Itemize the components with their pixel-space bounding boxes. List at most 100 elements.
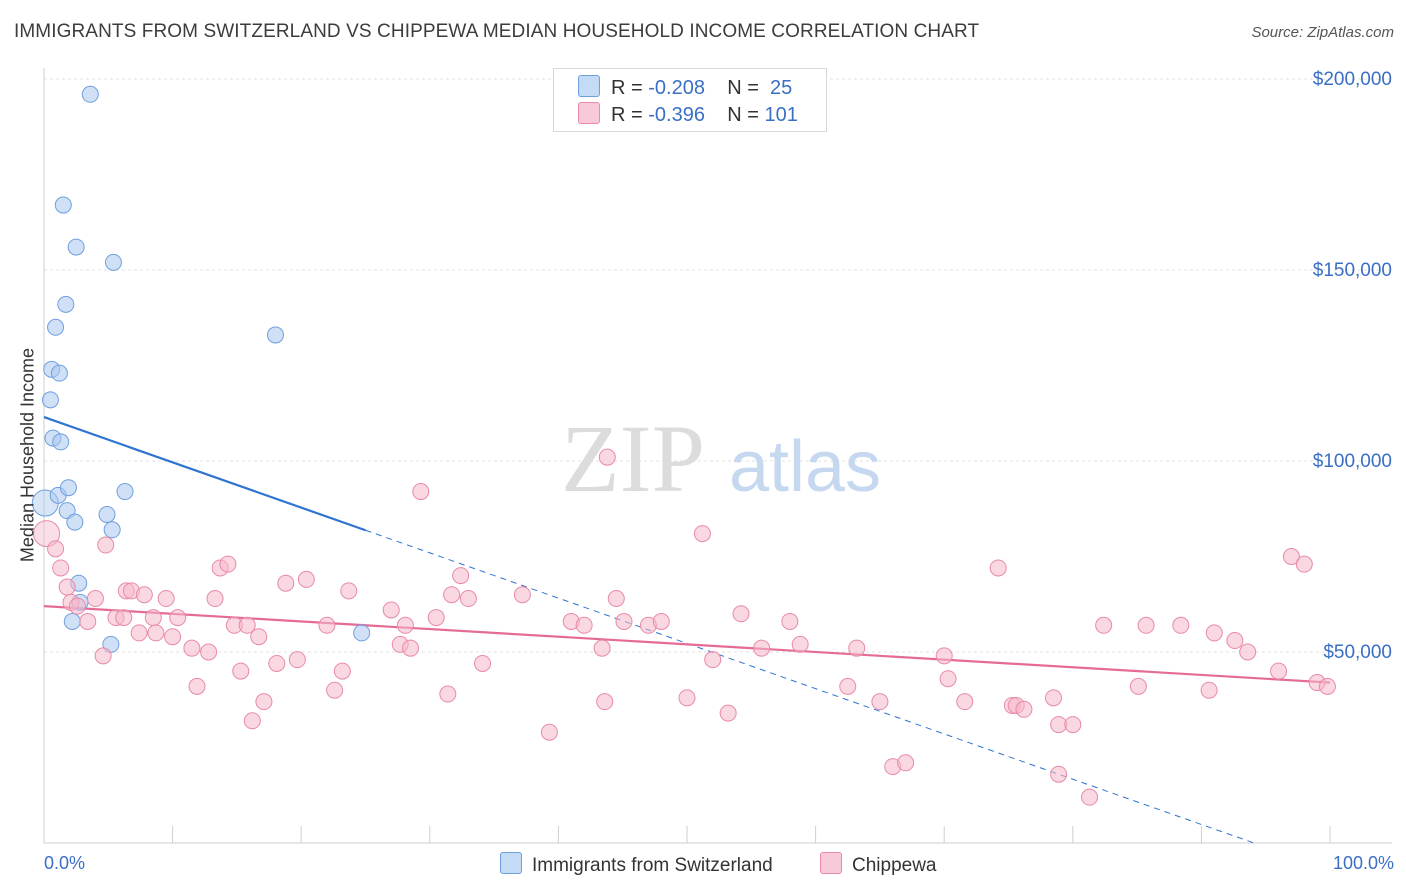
point-switzerland: [54, 196, 72, 214]
point-switzerland: [47, 318, 65, 336]
y-tick-label: $50,000: [1323, 642, 1392, 663]
point-chippewa: [607, 590, 625, 608]
point-chippewa: [443, 586, 461, 604]
point-chippewa: [94, 647, 112, 665]
point-chippewa: [232, 662, 250, 680]
point-chippewa: [1295, 555, 1313, 573]
point-switzerland: [52, 433, 70, 451]
legend-n-value: 101: [764, 104, 798, 126]
point-chippewa: [206, 590, 224, 608]
series-name: Chippewa: [852, 855, 937, 876]
point-switzerland: [59, 479, 77, 497]
point-switzerland: [266, 326, 284, 344]
point-chippewa: [396, 616, 414, 634]
point-switzerland: [63, 612, 81, 630]
point-chippewa: [848, 639, 866, 657]
bottom-legend-swatch-blue: [500, 852, 522, 874]
point-chippewa: [897, 754, 915, 772]
point-chippewa: [615, 612, 633, 630]
y-tick-label: $200,000: [1313, 69, 1392, 90]
legend-swatch-blue: [578, 75, 600, 97]
point-switzerland: [66, 513, 84, 531]
point-chippewa: [1064, 716, 1082, 734]
point-chippewa: [243, 712, 261, 730]
point-chippewa: [47, 540, 65, 558]
point-chippewa: [791, 635, 809, 653]
point-chippewa: [1205, 624, 1223, 642]
point-chippewa: [135, 586, 153, 604]
point-chippewa: [540, 723, 558, 741]
legend-row-switzerland: R = -0.208 N = 25: [578, 75, 792, 99]
point-chippewa: [1045, 689, 1063, 707]
chart-title: IMMIGRANTS FROM SWITZERLAND VS CHIPPEWA …: [14, 21, 980, 42]
point-chippewa: [1318, 677, 1336, 695]
point-chippewa: [183, 639, 201, 657]
point-chippewa: [704, 651, 722, 669]
point-chippewa: [144, 609, 162, 627]
point-chippewa: [412, 483, 430, 501]
point-chippewa: [459, 590, 477, 608]
series-name: Immigrants from Switzerland: [532, 855, 773, 876]
legend-r-label: R =: [611, 77, 643, 99]
source-label: Source: ZipAtlas.com: [1251, 24, 1394, 41]
point-switzerland: [81, 85, 99, 103]
point-chippewa: [989, 559, 1007, 577]
point-chippewa: [678, 689, 696, 707]
point-chippewa: [474, 654, 492, 672]
point-chippewa: [935, 647, 953, 665]
bottom-legend-swatch-pink: [820, 852, 842, 874]
point-chippewa: [693, 525, 711, 543]
y-axis-label: Median Household Income: [17, 347, 38, 563]
data-points: [31, 85, 1336, 806]
point-chippewa: [1239, 643, 1257, 661]
point-chippewa: [1200, 681, 1218, 699]
point-chippewa: [598, 448, 616, 466]
point-chippewa: [732, 605, 750, 623]
point-chippewa: [52, 559, 70, 577]
y-tick-label: $100,000: [1313, 451, 1392, 472]
point-chippewa: [513, 586, 531, 604]
x-tick-label: 100.0%: [1333, 853, 1394, 873]
point-chippewa: [1282, 548, 1300, 565]
trend-line-switzerland: [43, 416, 366, 532]
point-switzerland: [116, 483, 134, 501]
point-chippewa: [593, 639, 611, 657]
point-chippewa: [575, 616, 593, 634]
axes: [43, 68, 1392, 844]
point-chippewa: [33, 520, 61, 548]
point-chippewa: [1226, 632, 1244, 650]
point-switzerland: [353, 624, 371, 642]
point-chippewa: [68, 597, 86, 615]
point-switzerland: [98, 505, 116, 523]
point-chippewa: [79, 612, 97, 630]
legend-n-label: N =: [727, 77, 759, 99]
point-chippewa: [1129, 677, 1147, 695]
point-switzerland: [50, 364, 68, 382]
point-chippewa: [188, 677, 206, 695]
point-chippewa: [382, 601, 400, 619]
point-chippewa: [268, 654, 286, 672]
point-chippewa: [147, 624, 165, 642]
point-switzerland: [104, 253, 122, 271]
point-chippewa: [1081, 788, 1099, 806]
point-chippewa: [200, 643, 218, 661]
point-chippewa: [956, 693, 974, 711]
legend-n-value: 25: [770, 77, 793, 99]
point-chippewa: [97, 536, 115, 554]
point-switzerland: [67, 238, 85, 256]
bottom-legend-chippewa: Chippewa: [820, 852, 937, 877]
point-chippewa: [1095, 616, 1113, 634]
point-chippewa: [297, 570, 315, 588]
point-chippewa: [58, 578, 76, 596]
point-chippewa: [1137, 616, 1155, 634]
point-chippewa: [1172, 616, 1190, 634]
point-chippewa: [250, 628, 268, 646]
legend-r-value: -0.396: [648, 104, 705, 126]
point-switzerland: [41, 391, 59, 409]
point-chippewa: [340, 582, 358, 600]
point-chippewa: [402, 639, 420, 657]
legend-n-label: N =: [727, 104, 759, 126]
point-chippewa: [871, 693, 889, 711]
point-chippewa: [753, 639, 771, 657]
